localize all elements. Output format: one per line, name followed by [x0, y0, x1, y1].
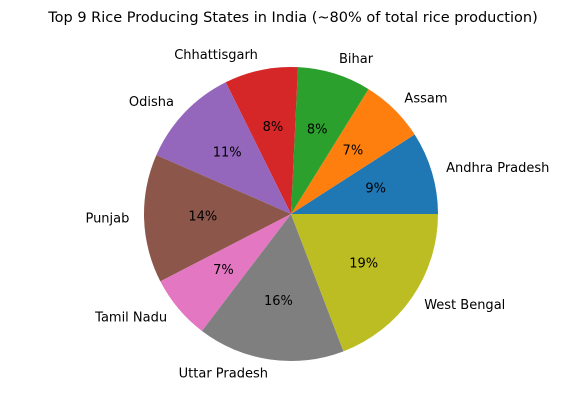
pie-slice-andhra-pradesh: [291, 134, 438, 214]
pie-slice-tamil-nadu: [160, 214, 291, 331]
pie-label-tamil-nadu: Tamil Nadu: [94, 310, 167, 325]
pie-pct-bihar: 8%: [307, 122, 328, 137]
pie-slice-west-bengal: [291, 214, 438, 352]
pie-pct-west-bengal: 19%: [349, 257, 378, 272]
pie-pct-assam: 7%: [343, 144, 364, 159]
pie-slice-assam: [291, 89, 415, 214]
chart-title: Top 9 Rice Producing States in India (~8…: [47, 10, 538, 26]
pie-slice-punjab: [144, 155, 291, 282]
pie-labels: Andhra Pradesh 9% Assam 7% Bihar 8% Chhattisga…: [85, 48, 549, 381]
pie-slice-bihar: [291, 67, 369, 214]
pie-label-assam: Assam: [404, 91, 447, 106]
pie-pct-andhra-pradesh: 9%: [365, 182, 386, 197]
pie-pct-odisha: 11%: [213, 146, 242, 161]
pie-slice-uttar-pradesh: [201, 214, 344, 361]
pie-slice-chhattisgarh: [225, 67, 298, 214]
pie-label-uttar-pradesh: Uttar Pradesh: [179, 367, 268, 382]
pie-slices: [144, 67, 438, 361]
pie-label-punjab: Punjab: [85, 212, 129, 227]
pie-pct-uttar-pradesh: 16%: [264, 294, 293, 309]
pie-pct-tamil-nadu: 7%: [213, 263, 234, 278]
pie-slice-odisha: [156, 82, 291, 215]
pie-label-chhattisgarh: Chhattisgarh: [174, 48, 258, 63]
pie-label-andhra-pradesh: Andhra Pradesh: [446, 161, 549, 176]
pie-pct-punjab: 14%: [188, 209, 217, 224]
pie-label-bihar: Bihar: [339, 52, 374, 67]
pie-pct-chhattisgarh: 8%: [263, 120, 284, 135]
pie-label-odisha: Odisha: [129, 95, 174, 110]
pie-label-west-bengal: West Bengal: [424, 298, 505, 313]
